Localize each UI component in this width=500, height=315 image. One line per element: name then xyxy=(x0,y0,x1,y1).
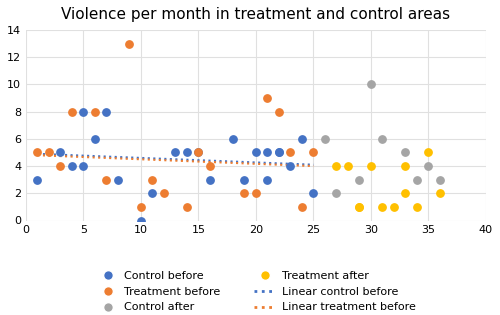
Treatment after xyxy=(413,204,421,209)
Control before xyxy=(137,218,145,223)
Control after xyxy=(367,82,375,87)
Treatment before xyxy=(183,204,191,209)
Control after xyxy=(321,136,329,141)
Title: Violence per month in treatment and control areas: Violence per month in treatment and cont… xyxy=(62,7,450,22)
Control before xyxy=(80,163,88,169)
Treatment before xyxy=(286,150,294,155)
Control before xyxy=(102,109,110,114)
Treatment after xyxy=(402,163,409,169)
Treatment before xyxy=(91,109,99,114)
Treatment after xyxy=(402,191,409,196)
Treatment before xyxy=(148,177,156,182)
Treatment before xyxy=(264,95,272,100)
Control after xyxy=(356,177,364,182)
Treatment before xyxy=(102,177,110,182)
Control before xyxy=(229,136,237,141)
Control after xyxy=(378,136,386,141)
Treatment before xyxy=(298,204,306,209)
Treatment before xyxy=(252,191,260,196)
Treatment after xyxy=(356,204,364,209)
Control before xyxy=(240,177,248,182)
Treatment before xyxy=(194,150,202,155)
Control after xyxy=(436,177,444,182)
Control before xyxy=(56,150,64,155)
Treatment before xyxy=(160,191,168,196)
Treatment after xyxy=(356,204,364,209)
Treatment before xyxy=(206,163,214,169)
Treatment before xyxy=(45,150,53,155)
Treatment after xyxy=(367,163,375,169)
Treatment after xyxy=(332,163,340,169)
Treatment after xyxy=(424,150,432,155)
Control before xyxy=(183,150,191,155)
Control before xyxy=(310,191,318,196)
Control before xyxy=(172,150,179,155)
Control before xyxy=(68,163,76,169)
Treatment before xyxy=(240,191,248,196)
Control before xyxy=(252,150,260,155)
Control after xyxy=(413,177,421,182)
Treatment after xyxy=(390,204,398,209)
Treatment before xyxy=(137,204,145,209)
Control before xyxy=(194,150,202,155)
Treatment after xyxy=(344,163,352,169)
Legend: Control before, Treatment before, Control after, Treatment after, Linear control: Control before, Treatment before, Contro… xyxy=(93,268,419,315)
Control before xyxy=(264,150,272,155)
Control before xyxy=(91,136,99,141)
Treatment before xyxy=(275,109,283,114)
Treatment after xyxy=(378,204,386,209)
Control before xyxy=(80,109,88,114)
Control after xyxy=(332,191,340,196)
Control before xyxy=(114,177,122,182)
Treatment before xyxy=(68,109,76,114)
Control before xyxy=(34,177,42,182)
Treatment before xyxy=(310,150,318,155)
Treatment after xyxy=(436,191,444,196)
Control before xyxy=(286,163,294,169)
Treatment before xyxy=(126,41,134,46)
Control before xyxy=(275,150,283,155)
Control before xyxy=(298,136,306,141)
Control before xyxy=(275,150,283,155)
Treatment before xyxy=(34,150,42,155)
Treatment before xyxy=(56,163,64,169)
Control before xyxy=(206,177,214,182)
Control before xyxy=(264,177,272,182)
Control after xyxy=(424,163,432,169)
Control after xyxy=(402,150,409,155)
Control before xyxy=(148,191,156,196)
